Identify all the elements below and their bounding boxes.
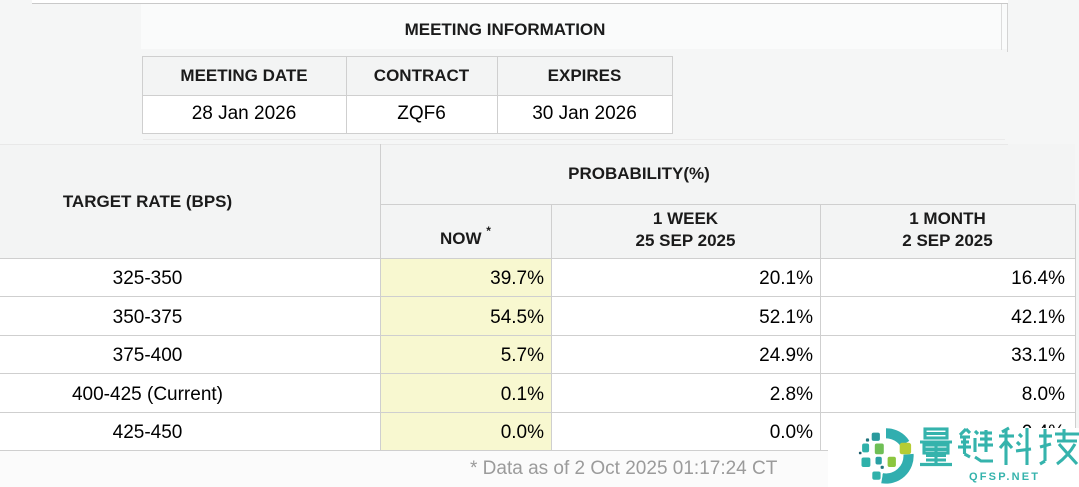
- svg-text:QFSP.NET: QFSP.NET: [969, 471, 1040, 483]
